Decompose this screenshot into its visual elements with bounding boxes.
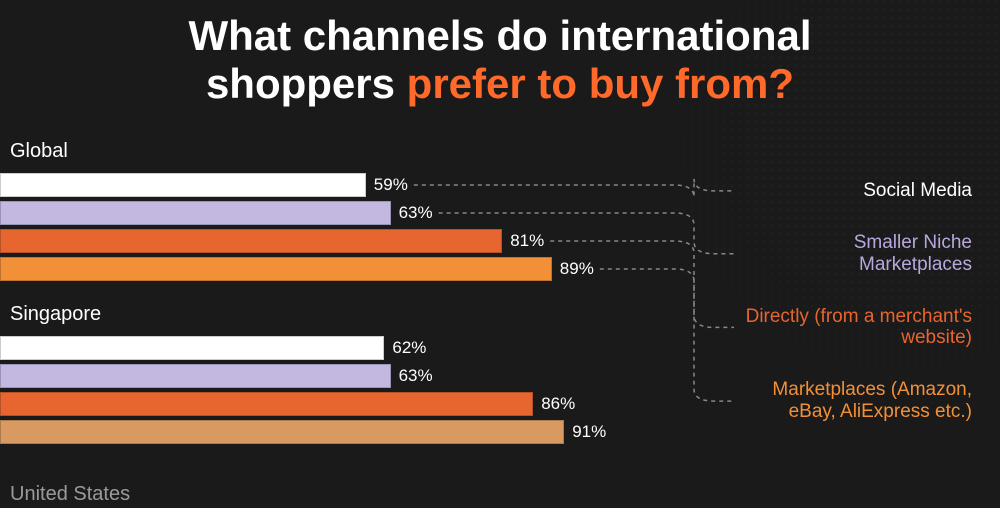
bar-group: Global 59% 63% 81% 89% <box>0 140 700 281</box>
bar-row: 62% <box>0 336 700 360</box>
legend: Social Media Smaller Niche Marketplaces Di… <box>742 180 972 453</box>
partial-group-label: United States <box>10 483 130 506</box>
bar-row: 63% <box>0 201 700 225</box>
group-label: Singapore <box>10 303 700 326</box>
bar-row: 86% <box>0 392 700 416</box>
legend-item: Smaller Niche Marketplaces <box>742 232 972 276</box>
legend-item: Social Media <box>742 180 972 202</box>
title-line-2: shoppers prefer to buy from? <box>40 60 960 108</box>
bar <box>0 201 391 225</box>
bar-group: Singapore 62% 63% 86% 91% <box>0 303 700 444</box>
group-label: Global <box>10 140 700 163</box>
bar <box>0 229 502 253</box>
legend-item: Directly (from a merchant's website) <box>742 306 972 350</box>
bar <box>0 257 552 281</box>
bar <box>0 336 384 360</box>
bar-row: 91% <box>0 420 700 444</box>
bar-row: 89% <box>0 257 700 281</box>
bar-row: 63% <box>0 364 700 388</box>
title-prefix: shoppers <box>206 60 407 107</box>
bar <box>0 420 564 444</box>
bar-row: 81% <box>0 229 700 253</box>
title-accent: prefer to buy from? <box>407 60 794 107</box>
bar-value-label: 59% <box>374 175 408 195</box>
bar-value-label: 63% <box>399 366 433 386</box>
bar-value-label: 62% <box>392 338 426 358</box>
bar-row: 59% <box>0 173 700 197</box>
bar-value-label: 63% <box>399 203 433 223</box>
title-line-1: What channels do international <box>40 12 960 60</box>
bar-chart: Global 59% 63% 81% 89% Singapore 62% 63% 86% 91% <box>0 140 700 466</box>
legend-item: Marketplaces (Amazon, eBay, AliExpress e… <box>742 379 972 423</box>
bar <box>0 392 533 416</box>
bar <box>0 173 366 197</box>
bar <box>0 364 391 388</box>
bar-value-label: 86% <box>541 394 575 414</box>
chart-title: What channels do international shoppers … <box>0 12 1000 109</box>
bar-value-label: 81% <box>510 231 544 251</box>
bar-value-label: 91% <box>572 422 606 442</box>
bar-value-label: 89% <box>560 259 594 279</box>
